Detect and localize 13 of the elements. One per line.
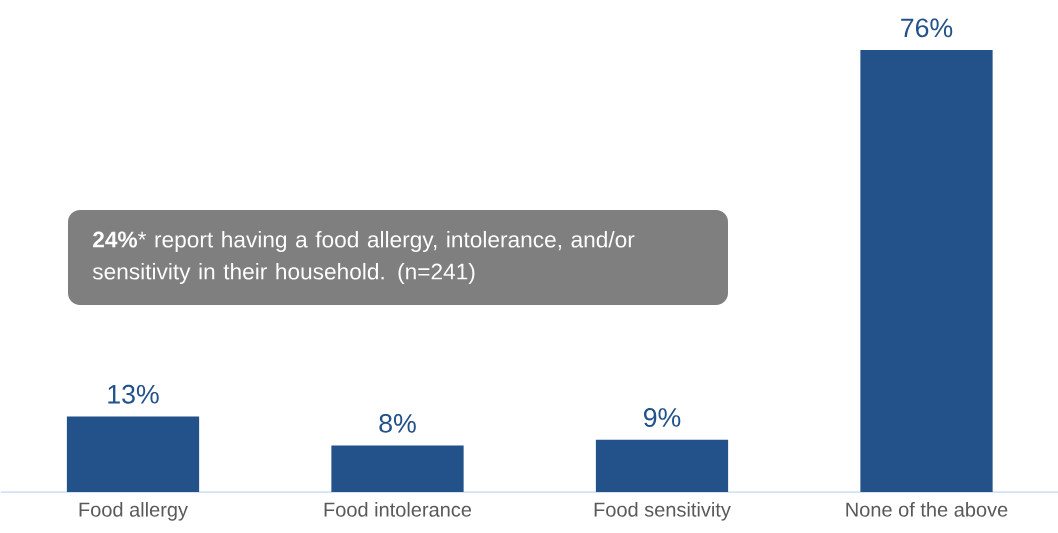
x-tick-label: None of the above xyxy=(846,502,1008,517)
bar xyxy=(595,439,729,492)
x-tick-label: Food allergy xyxy=(79,502,188,521)
data-label: 9% xyxy=(643,408,681,427)
data-label: 8% xyxy=(379,413,416,433)
bar xyxy=(860,49,993,492)
x-tick-label: Food sensitivity xyxy=(594,502,731,521)
x-tick-label: Food intolerance xyxy=(324,502,472,517)
data-label: 76% xyxy=(901,18,953,38)
annotation: 24%* report having a food allergy, intolerance, and/or sensitivity in their household. (n=241) xyxy=(92,230,635,285)
data-label: 13% xyxy=(108,384,159,404)
bar xyxy=(331,445,464,492)
bar xyxy=(66,416,200,492)
